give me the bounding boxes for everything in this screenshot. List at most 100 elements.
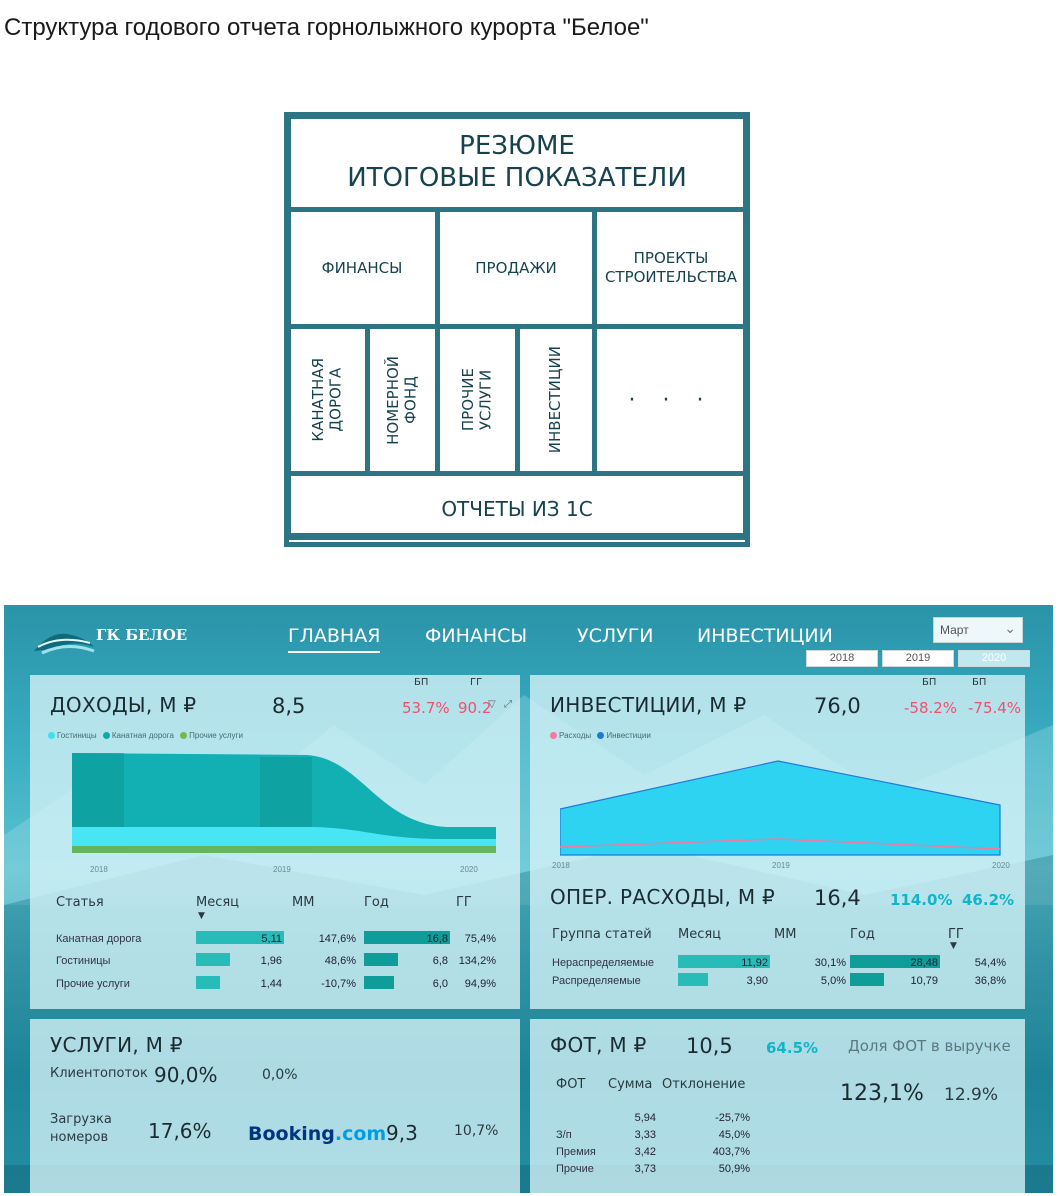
company-logo-text: ГК БЕЛОЕ bbox=[96, 626, 188, 644]
income-area-chart bbox=[72, 753, 496, 853]
income-row-gg: 75,4% bbox=[464, 933, 496, 945]
legend-investments: Инвестиции bbox=[606, 731, 651, 740]
legend-expenses: Расходы bbox=[559, 731, 592, 740]
income-row-year: 6,0 bbox=[432, 978, 448, 990]
room-stock-label-2: ФОНД bbox=[401, 376, 420, 424]
more-box: · · · bbox=[592, 324, 750, 476]
investments-area-chart bbox=[560, 760, 1001, 856]
income-gg-value: 90.2 bbox=[458, 699, 492, 717]
opex-col-month: Месяц bbox=[678, 927, 722, 942]
room-load-label-2: номеров bbox=[50, 1130, 109, 1146]
room-load-label-1: Загрузка bbox=[50, 1112, 112, 1127]
legend-hotels: Гостиницы bbox=[57, 731, 97, 740]
opex-col-year: Год bbox=[850, 927, 875, 942]
sales-label: ПРОДАЖИ bbox=[475, 259, 557, 277]
payroll-row-sum: 3,73 bbox=[634, 1163, 656, 1175]
sort-desc-icon: ▼ bbox=[198, 911, 205, 921]
dashboard-screenshot: ГК БЕЛОЕ ГЛАВНАЯ ФИНАНСЫ УСЛУГИ ИНВЕСТИЦ… bbox=[4, 605, 1053, 1193]
income-axis-2019: 2019 bbox=[273, 865, 291, 874]
investments-area bbox=[560, 760, 1001, 856]
focus-mode-icon[interactable]: ⤢ bbox=[504, 699, 512, 710]
payroll-share-label: Доля ФОТ в выручке bbox=[848, 1037, 1011, 1055]
payroll-col-sum: Сумма bbox=[608, 1077, 653, 1092]
month-bar bbox=[678, 973, 708, 986]
income-row-mm: 147,6% bbox=[318, 933, 356, 945]
payroll-row-deviation: 45,0% bbox=[718, 1129, 750, 1141]
cable-road-label-1: КАНАТНАЯ bbox=[308, 358, 327, 442]
room-load-label: Загрузка номеров bbox=[50, 1111, 112, 1147]
income-col-month[interactable]: Месяц bbox=[196, 895, 240, 910]
nav-tab-main[interactable]: ГЛАВНАЯ bbox=[288, 625, 381, 653]
booking-value: 9,3 bbox=[386, 1121, 418, 1145]
income-col-mm: ММ bbox=[292, 895, 315, 910]
cable-road-box: КАНАТНАЯ ДОРОГА bbox=[284, 324, 370, 476]
booking-logo: Booking.com bbox=[248, 1123, 386, 1145]
investments-axis-2019: 2019 bbox=[772, 861, 790, 870]
income-bp-value: 53.7% bbox=[402, 699, 450, 717]
finance-label: ФИНАНСЫ bbox=[321, 259, 403, 277]
projects-label-1: ПРОЕКТЫ bbox=[633, 249, 709, 268]
payroll-value: 10,5 bbox=[686, 1034, 733, 1058]
filter-icon[interactable]: ▽ bbox=[488, 699, 496, 710]
opex-pct-2: 46.2% bbox=[962, 891, 1015, 909]
other-services-label-2: УСЛУГИ bbox=[476, 369, 495, 431]
income-row-mm: -10,7% bbox=[321, 978, 356, 990]
month-bar bbox=[196, 976, 220, 989]
opex-col-gg[interactable]: ГГ bbox=[948, 927, 964, 942]
investments-bp-label-1: БП bbox=[922, 677, 937, 688]
cable-road-label-2: ДОРОГА bbox=[326, 368, 344, 432]
month-select-value: Март bbox=[940, 623, 969, 637]
year-button-2018[interactable]: 2018 bbox=[806, 650, 878, 667]
month-bar bbox=[196, 931, 284, 944]
summary-subtitle: ИТОГОВЫЕ ПОКАЗАТЕЛИ bbox=[347, 163, 687, 193]
year-bar bbox=[364, 976, 394, 989]
nav-tab-investments[interactable]: ИНВЕСТИЦИИ bbox=[697, 625, 833, 647]
payroll-row-deviation: 50,9% bbox=[718, 1163, 750, 1175]
opex-pct-1: 114.0% bbox=[890, 891, 953, 909]
hotels-area bbox=[72, 827, 496, 846]
income-panel: ДОХОДЫ, М ₽ 8,5 БП ГГ 53.7% 90.2 ▽ ⤢ Гос… bbox=[30, 675, 520, 1009]
opex-col-group: Группа статей bbox=[552, 927, 652, 942]
opex-value: 16,4 bbox=[814, 886, 861, 910]
income-row-name: Гостиницы bbox=[56, 955, 111, 967]
income-bp-label: БП bbox=[414, 677, 429, 688]
nav-tab-services[interactable]: УСЛУГИ bbox=[577, 625, 654, 647]
income-row-mm: 48,6% bbox=[324, 955, 356, 967]
year-bar bbox=[850, 973, 884, 986]
room-load-value: 17,6% bbox=[148, 1119, 212, 1143]
sort-desc-icon: ▼ bbox=[950, 941, 957, 951]
projects-label-2: СТРОИТЕЛЬСТВА bbox=[604, 268, 738, 286]
income-col-item: Статья bbox=[56, 895, 104, 910]
opex-row-gg: 36,8% bbox=[974, 975, 1006, 987]
investments-legend: Расходы Инвестиции bbox=[550, 731, 651, 740]
month-select[interactable]: Март ⌄ bbox=[933, 617, 1023, 643]
investments-axis-2018: 2018 bbox=[552, 861, 570, 870]
more-dots: · · · bbox=[628, 387, 714, 413]
income-axis-2018: 2018 bbox=[90, 865, 108, 874]
top-navigation-bar: ГК БЕЛОЕ ГЛАВНАЯ ФИНАНСЫ УСЛУГИ ИНВЕСТИЦ… bbox=[4, 605, 1053, 667]
investments-bp-label-2: БП bbox=[972, 677, 987, 688]
year-button-2020[interactable]: 2020 bbox=[958, 650, 1030, 667]
projects-box: ПРОЕКТЫ СТРОИТЕЛЬСТВА bbox=[592, 207, 750, 329]
investments-label: ИНВЕСТИЦИИ bbox=[546, 346, 565, 454]
income-col-gg: ГГ bbox=[456, 895, 472, 910]
year-bar bbox=[364, 931, 450, 944]
expenses-line bbox=[560, 838, 1001, 850]
income-row-gg: 94,9% bbox=[464, 978, 496, 990]
reports-box: ОТЧЕТЫ ИЗ 1С bbox=[284, 471, 750, 547]
room-stock-box: НОМЕРНОЙ ФОНД bbox=[365, 324, 440, 476]
year-bar bbox=[850, 955, 940, 968]
payroll-title: ФОТ, М ₽ bbox=[550, 1033, 647, 1057]
payroll-row-name: Премия bbox=[556, 1146, 596, 1158]
opex-row-month: 11,92 bbox=[741, 957, 768, 969]
traffic-label: Клиентопоток bbox=[50, 1066, 148, 1081]
other-services-area bbox=[72, 846, 496, 853]
opex-row-mm: 30,1% bbox=[814, 957, 846, 969]
payroll-row-sum: 3,42 bbox=[634, 1146, 656, 1158]
payroll-col-deviation: Отклонение bbox=[662, 1077, 746, 1092]
services-title: УСЛУГИ, М ₽ bbox=[50, 1033, 183, 1057]
nav-tab-finance[interactable]: ФИНАНСЫ bbox=[425, 625, 528, 647]
legend-cable-road: Канатная дорога bbox=[111, 731, 174, 740]
opex-row-month: 3,90 bbox=[746, 975, 768, 987]
year-button-2019[interactable]: 2019 bbox=[882, 650, 954, 667]
